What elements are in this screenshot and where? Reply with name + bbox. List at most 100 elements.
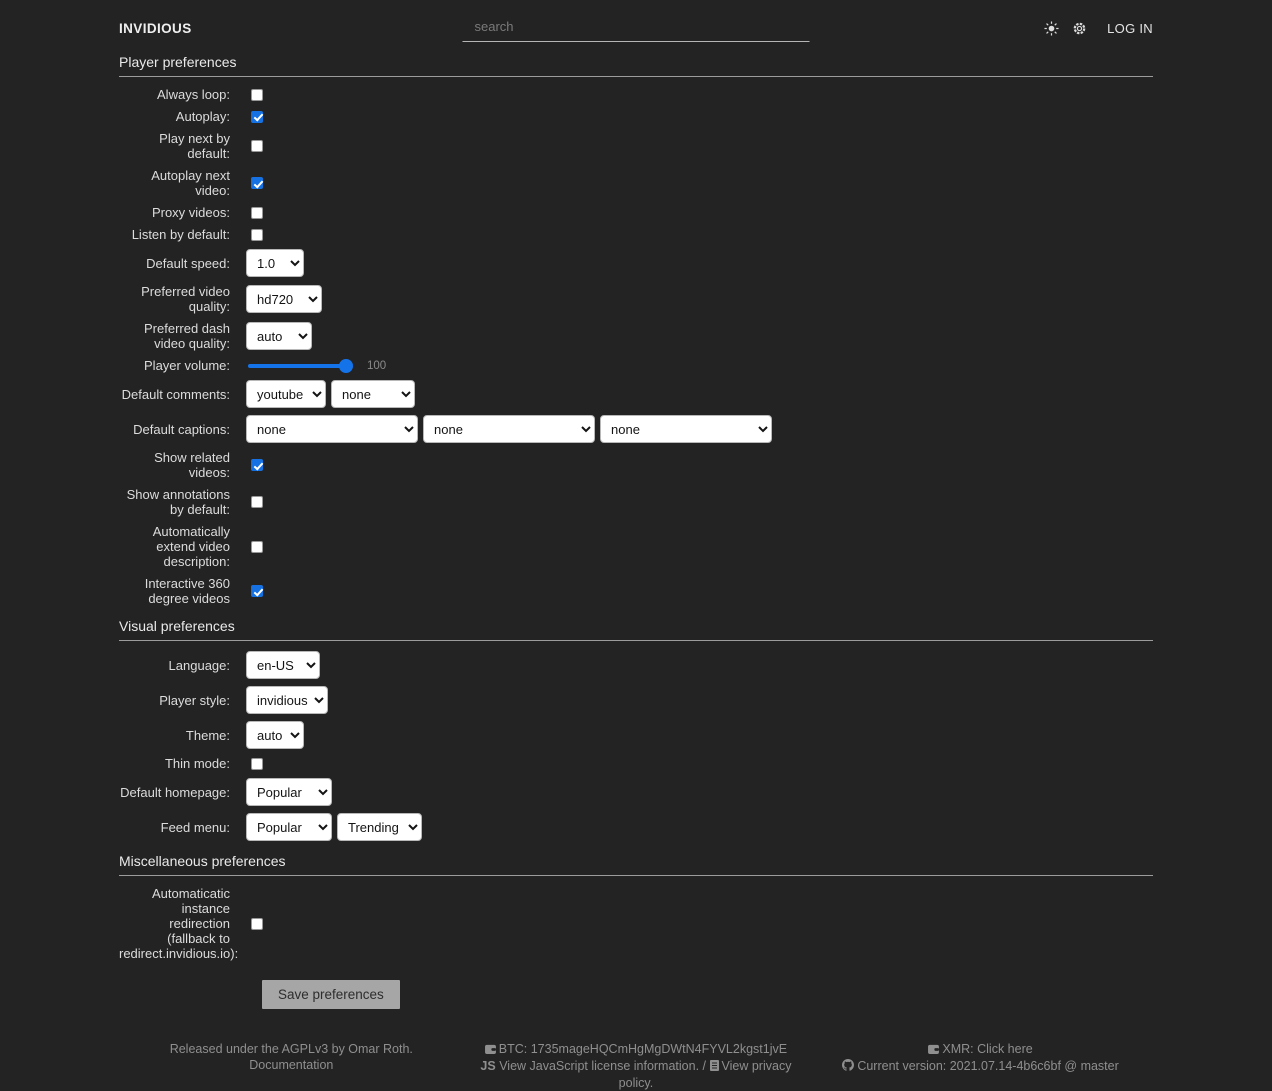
default-captions-label: Default captions: bbox=[133, 421, 230, 437]
btc-address: BTC: 1735mageHQCmHgMgDWtN4FYVL2kgst1jvE bbox=[498, 1042, 788, 1056]
footer-right-column: XMR: Click here Current version: 2021.07… bbox=[808, 1041, 1153, 1091]
thin-mode-row: Thin mode: bbox=[119, 756, 1153, 771]
slider-track bbox=[248, 363, 348, 368]
play-next-checkbox[interactable] bbox=[251, 140, 263, 152]
player-volume-label: Player volume: bbox=[144, 358, 230, 373]
listen-default-checkbox[interactable] bbox=[251, 228, 263, 241]
top-navigation-bar: INVIDIOUS bbox=[119, 0, 1153, 42]
theme-select[interactable]: auto bbox=[246, 721, 304, 749]
feed-menu-first-select[interactable]: Popular bbox=[246, 813, 332, 841]
default-speed-label: Default speed: bbox=[146, 255, 230, 271]
video-quality-row: Preferred video quality: hd720 bbox=[119, 284, 1153, 314]
video-quality-select[interactable]: hd720 bbox=[246, 285, 322, 313]
light-theme-toggle-icon[interactable] bbox=[1044, 20, 1059, 36]
thin-mode-checkbox[interactable] bbox=[251, 757, 263, 770]
autoplay-next-row: Autoplay next video: bbox=[119, 168, 1153, 198]
auto-redirect-checkbox[interactable] bbox=[251, 917, 263, 930]
default-captions-row: Default captions: none none none bbox=[119, 415, 1153, 443]
default-comments-second-select[interactable]: none bbox=[331, 380, 415, 408]
default-homepage-row: Default homepage: Popular bbox=[119, 778, 1153, 806]
extend-description-label: Automatically extend video description: bbox=[152, 524, 230, 569]
always-loop-row: Always loop: bbox=[119, 87, 1153, 102]
default-comments-first-select[interactable]: youtube bbox=[246, 380, 326, 408]
visual-preferences-title: Visual preferences bbox=[119, 618, 1153, 641]
autoplay-checkbox[interactable] bbox=[251, 110, 263, 123]
proxy-videos-label: Proxy videos: bbox=[151, 205, 230, 220]
log-in-link[interactable]: LOG IN bbox=[1107, 20, 1153, 36]
preferences-gear-icon[interactable] bbox=[1072, 21, 1087, 36]
player-preferences-title: Player preferences bbox=[119, 54, 1153, 77]
annotations-row: Show annotations by default: bbox=[119, 487, 1153, 517]
current-version-link[interactable]: Current version: 2021.07.14-4b6c6bf @ ma… bbox=[857, 1059, 1119, 1073]
theme-label: Theme: bbox=[185, 727, 230, 743]
invidious-logo[interactable]: INVIDIOUS bbox=[119, 20, 192, 36]
interactive-360-checkbox[interactable] bbox=[251, 585, 263, 597]
footer-middle-column: BTC: 1735mageHQCmHgMgDWtN4FYVL2kgst1jvE … bbox=[464, 1041, 809, 1091]
default-captions-first-select[interactable]: none bbox=[246, 415, 418, 443]
search-input[interactable] bbox=[462, 14, 810, 42]
proxy-videos-checkbox[interactable] bbox=[251, 206, 263, 219]
auto-redirect-label: Automaticatic instance redirection (fall… bbox=[119, 886, 239, 961]
language-select[interactable]: en-US bbox=[246, 651, 320, 679]
js-badge: JS bbox=[480, 1059, 496, 1073]
play-next-label: Play next by default: bbox=[159, 131, 230, 161]
footer-left-column: Released under the AGPLv3 by Omar Roth. … bbox=[119, 1041, 464, 1091]
privacy-document-icon bbox=[709, 1059, 719, 1075]
btc-wallet-icon bbox=[484, 1042, 496, 1058]
default-homepage-select[interactable]: Popular bbox=[246, 778, 332, 806]
default-homepage-label: Default homepage: bbox=[120, 784, 230, 800]
autoplay-next-label: Autoplay next video: bbox=[151, 168, 230, 198]
always-loop-checkbox[interactable] bbox=[251, 88, 263, 101]
always-loop-label: Always loop: bbox=[157, 87, 230, 102]
language-label: Language: bbox=[168, 657, 230, 673]
xmr-link[interactable]: XMR: Click here bbox=[942, 1042, 1033, 1056]
language-row: Language: en-US bbox=[119, 651, 1153, 679]
annotations-label: Show annotations by default: bbox=[126, 487, 230, 517]
listen-default-row: Listen by default: bbox=[119, 227, 1153, 242]
related-videos-label: Show related videos: bbox=[154, 450, 230, 480]
player-style-label: Player style: bbox=[159, 692, 230, 708]
footer-separator: / bbox=[702, 1059, 707, 1073]
related-videos-checkbox[interactable] bbox=[251, 459, 263, 471]
default-comments-label: Default comments: bbox=[121, 386, 230, 402]
autoplay-row: Autoplay: bbox=[119, 109, 1153, 124]
page-container: INVIDIOUS bbox=[119, 0, 1153, 1091]
documentation-link[interactable]: Documentation bbox=[249, 1058, 334, 1072]
related-videos-row: Show related videos: bbox=[119, 450, 1153, 480]
slider-thumb[interactable] bbox=[339, 358, 353, 373]
topbar-right-menu: LOG IN bbox=[1044, 21, 1153, 36]
listen-default-label: Listen by default: bbox=[131, 227, 230, 242]
feed-menu-label: Feed menu: bbox=[160, 819, 230, 835]
dash-quality-label: Preferred dash video quality: bbox=[144, 321, 230, 351]
dash-quality-select[interactable]: auto bbox=[246, 322, 312, 350]
player-style-row: Player style: invidious bbox=[119, 686, 1153, 714]
xmr-wallet-icon bbox=[928, 1042, 940, 1058]
default-speed-row: Default speed: 1.0 bbox=[119, 249, 1153, 277]
default-comments-row: Default comments: youtube none bbox=[119, 380, 1153, 408]
save-preferences-button[interactable]: Save preferences bbox=[262, 980, 400, 1009]
license-text: Released under the AGPLv3 by Omar Roth. bbox=[169, 1042, 413, 1056]
interactive-360-row: Interactive 360 degree videos bbox=[119, 576, 1153, 606]
default-speed-select[interactable]: 1.0 bbox=[246, 249, 304, 277]
interactive-360-label: Interactive 360 degree videos bbox=[144, 576, 230, 606]
feed-menu-row: Feed menu: Popular Trending bbox=[119, 813, 1153, 841]
default-captions-second-select[interactable]: none bbox=[423, 415, 595, 443]
misc-preferences-title: Miscellaneous preferences bbox=[119, 853, 1153, 876]
feed-menu-second-select[interactable]: Trending bbox=[337, 813, 422, 841]
footer: Released under the AGPLv3 by Omar Roth. … bbox=[119, 1041, 1153, 1091]
proxy-videos-row: Proxy videos: bbox=[119, 205, 1153, 220]
default-captions-third-select[interactable]: none bbox=[600, 415, 772, 443]
player-volume-value: 100 bbox=[367, 359, 387, 372]
video-quality-label: Preferred video quality: bbox=[141, 284, 230, 314]
search-form bbox=[462, 14, 810, 42]
player-volume-row: Player volume: 100 bbox=[119, 358, 1153, 373]
autoplay-next-checkbox[interactable] bbox=[251, 177, 263, 189]
javascript-license-link[interactable]: View JavaScript license information. bbox=[499, 1059, 700, 1073]
auto-redirect-row: Automaticatic instance redirection (fall… bbox=[119, 886, 1153, 961]
play-next-row: Play next by default: bbox=[119, 131, 1153, 161]
player-style-select[interactable]: invidious bbox=[246, 686, 328, 714]
extend-description-checkbox[interactable] bbox=[251, 540, 263, 553]
annotations-checkbox[interactable] bbox=[251, 496, 263, 508]
player-volume-slider[interactable] bbox=[248, 358, 353, 373]
autoplay-label: Autoplay: bbox=[175, 109, 230, 124]
